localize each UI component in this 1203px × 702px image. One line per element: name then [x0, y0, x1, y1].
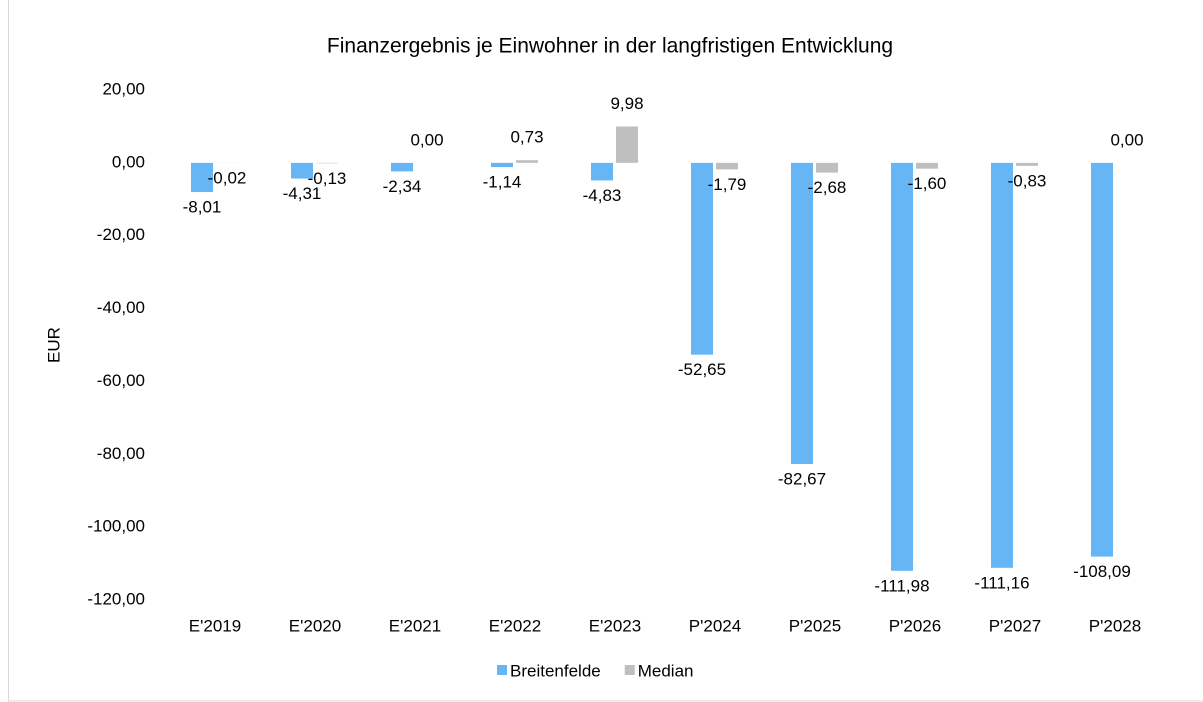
bar [791, 162, 813, 465]
x-tick-label: E'2019 [189, 616, 241, 635]
y-tick-label: -20,00 [97, 225, 145, 244]
y-tick-label: 0,00 [112, 152, 145, 171]
y-tick-label: -120,00 [87, 589, 145, 608]
legend-swatch [624, 665, 635, 675]
bar [991, 162, 1013, 568]
data-label: -8,01 [183, 198, 222, 217]
legend-swatch [497, 665, 507, 675]
bar [816, 162, 838, 173]
data-label: -52,65 [678, 360, 726, 379]
chart-title: Finanzergebnis je Einwohner in der langf… [327, 35, 893, 58]
data-label: 0,73 [510, 128, 543, 147]
bar [891, 162, 913, 571]
bar [916, 162, 938, 169]
y-tick-label: -60,00 [97, 371, 145, 390]
data-label: -4,83 [583, 186, 622, 205]
y-tick-label: -100,00 [87, 517, 145, 536]
chart-border [8, 0, 1203, 702]
legend-label: Median [638, 661, 694, 680]
y-tick-label: -80,00 [97, 444, 145, 463]
data-label: 0,00 [1110, 130, 1143, 149]
data-label: 0,00 [410, 130, 443, 149]
data-label: -1,79 [708, 175, 747, 194]
data-label: -0,13 [308, 169, 347, 188]
bar [591, 162, 613, 181]
bar [291, 162, 313, 179]
data-label: -111,98 [874, 576, 929, 595]
data-label: 9,98 [610, 94, 643, 113]
y-axis-label: EUR [44, 327, 63, 363]
data-label: -0,02 [208, 168, 247, 187]
x-tick-label: E'2020 [289, 616, 341, 635]
x-tick-label: E'2021 [389, 616, 441, 635]
y-tick-label: 20,00 [102, 79, 145, 98]
y-tick-label: -40,00 [97, 298, 145, 317]
x-tick-label: E'2023 [589, 616, 641, 635]
legend-label: Breitenfelde [510, 661, 601, 680]
bar [391, 162, 413, 172]
data-label: -0,83 [1008, 171, 1047, 190]
data-label: -82,67 [778, 469, 826, 488]
bar [1016, 162, 1038, 166]
data-label: -1,60 [908, 174, 947, 193]
x-tick-label: P'2028 [1089, 616, 1141, 635]
x-tick-label: P'2025 [789, 616, 841, 635]
x-tick-label: P'2026 [889, 616, 941, 635]
bar [491, 162, 513, 168]
bar [716, 162, 738, 170]
x-tick-label: P'2027 [989, 616, 1041, 635]
data-label: -111,16 [974, 573, 1029, 592]
x-tick-label: P'2024 [689, 616, 741, 635]
data-label: -2,34 [383, 177, 422, 196]
bar [516, 160, 538, 163]
data-label: -4,31 [283, 184, 322, 203]
bar [616, 126, 638, 163]
data-label: -2,68 [808, 178, 847, 197]
x-tick-label: E'2022 [489, 616, 541, 635]
bar [191, 162, 213, 193]
data-label: -108,09 [1073, 562, 1131, 581]
bar [1091, 162, 1113, 557]
bar [691, 162, 713, 355]
data-label: -1,14 [483, 172, 522, 191]
